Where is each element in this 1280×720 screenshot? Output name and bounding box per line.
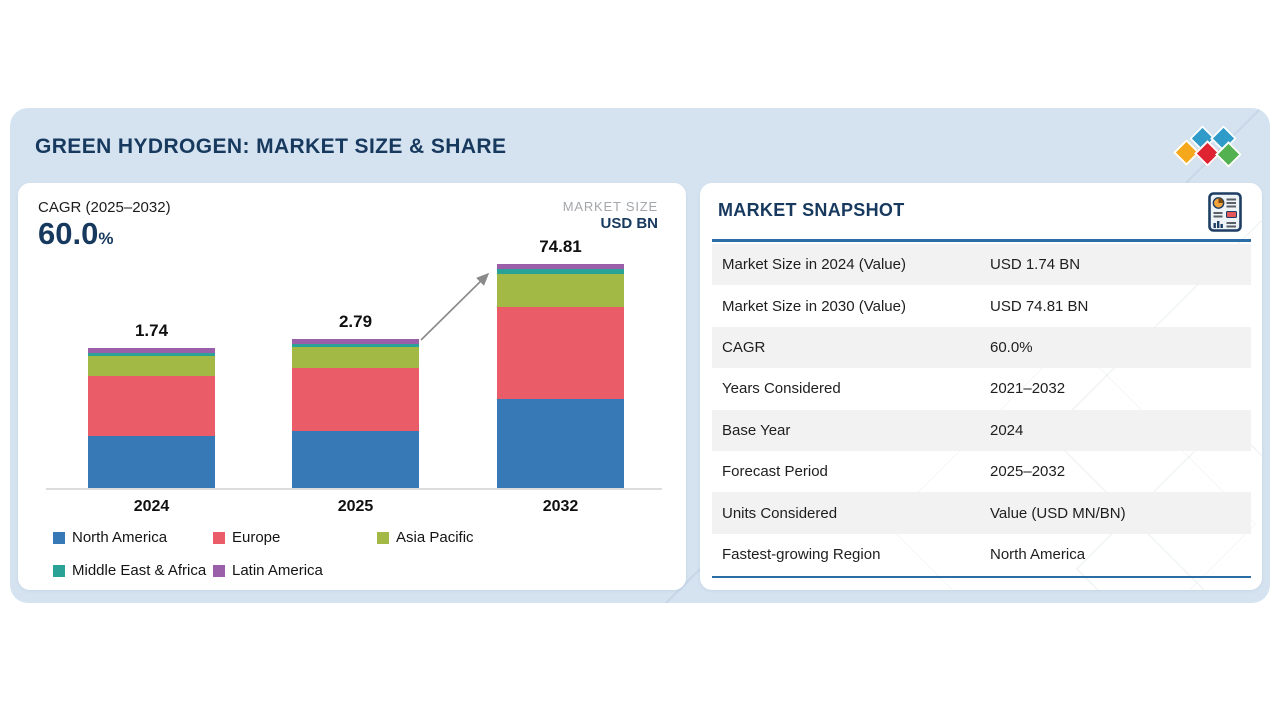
main-card: GREEN HYDROGEN: MARKET SIZE & SHARE CAGR… bbox=[10, 108, 1270, 603]
bar-total-label: 2.79 bbox=[338, 312, 373, 331]
bar-segment-latin-america bbox=[497, 264, 624, 270]
cagr-percent-sign: % bbox=[98, 229, 114, 248]
cagr-value: 60.0% bbox=[38, 216, 113, 252]
x-axis-tick-label: 2032 bbox=[542, 498, 579, 515]
bar-segment-latin-america bbox=[88, 348, 215, 353]
legend-swatch-icon bbox=[213, 531, 225, 544]
snapshot-row-label: Years Considered bbox=[722, 380, 841, 398]
stacked-bar-2024 bbox=[88, 348, 215, 488]
snapshot-table: Market Size in 2024 (Value) USD 1.74 BN Ma… bbox=[712, 244, 1251, 575]
bar-segment-north-america bbox=[497, 399, 624, 488]
snapshot-row-label: Fastest-growing Region bbox=[722, 545, 881, 563]
legend-label: North America bbox=[72, 529, 168, 546]
market-size-note: MARKET SIZE USD BN bbox=[563, 199, 658, 232]
x-axis-line bbox=[46, 488, 662, 490]
snapshot-row: Market Size in 2030 (Value) USD 74.81 BN bbox=[712, 285, 1251, 326]
snapshot-row: Units Considered Value (USD MN/BN) bbox=[712, 492, 1251, 534]
snapshot-row-value: 2024 bbox=[990, 421, 1024, 439]
legend-label: Europe bbox=[232, 529, 281, 546]
x-axis-tick-label: 2024 bbox=[133, 498, 170, 515]
bar-segment-north-america bbox=[88, 435, 215, 488]
page-title: GREEN HYDROGEN: MARKET SIZE & SHARE bbox=[35, 135, 507, 158]
bar-segment-north-america bbox=[292, 431, 419, 488]
legend-swatch-icon bbox=[53, 531, 65, 544]
brand-logo-icon bbox=[1172, 124, 1254, 178]
market-size-label: MARKET SIZE bbox=[562, 199, 658, 214]
bar-segment-europe bbox=[88, 375, 215, 436]
snapshot-row-label: Market Size in 2024 (Value) bbox=[722, 256, 906, 274]
cagr-label: CAGR (2025–2032) bbox=[38, 199, 171, 216]
bar-segment-middle-east-africa bbox=[88, 353, 215, 356]
snapshot-row: Years Considered 2021–2032 bbox=[712, 368, 1251, 409]
snapshot-row-label: Market Size in 2030 (Value) bbox=[722, 297, 906, 315]
bar-total-label: 74.81 bbox=[539, 237, 582, 256]
market-size-unit: USD BN bbox=[600, 215, 658, 232]
bar-segment-middle-east-africa bbox=[292, 344, 419, 348]
stacked-bar-chart: 1.74 2024 2.79 2025 74.81 2032 bbox=[18, 183, 686, 590]
bar-segment-latin-america bbox=[292, 339, 419, 345]
bar-segment-asia-pacific bbox=[88, 355, 215, 376]
snapshot-row: Fastest-growing Region North America bbox=[712, 534, 1251, 575]
bar-segment-europe bbox=[497, 306, 624, 400]
snapshot-bottom-rule bbox=[712, 576, 1251, 578]
chart-panel: CAGR (2025–2032) 60.0% MARKET SIZE USD B… bbox=[18, 183, 686, 590]
bar-segment-asia-pacific bbox=[497, 274, 624, 307]
x-axis-tick-label: 2025 bbox=[337, 498, 374, 515]
stacked-bar-2025 bbox=[292, 339, 419, 488]
snapshot-row-value: North America bbox=[990, 545, 1086, 563]
snapshot-row-label: Units Considered bbox=[722, 504, 838, 522]
legend-item-north-america: North America bbox=[53, 529, 213, 546]
legend-swatch-icon bbox=[377, 531, 389, 544]
snapshot-row-value: 2021–2032 bbox=[990, 380, 1066, 398]
bar-segment-middle-east-africa bbox=[497, 269, 624, 275]
legend-item-latin-america: Latin America bbox=[213, 562, 377, 579]
legend-label: Asia Pacific bbox=[396, 529, 474, 546]
snapshot-row: Market Size in 2024 (Value) USD 1.74 BN bbox=[712, 244, 1251, 286]
legend-item-europe: Europe bbox=[213, 529, 377, 546]
legend-swatch-icon bbox=[53, 564, 65, 577]
bar-segment-asia-pacific bbox=[292, 347, 419, 369]
snapshot-panel: MARKET SNAPSHOT Market Size in 2024 (Val… bbox=[700, 183, 1262, 590]
snapshot-title: MARKET SNAPSHOT bbox=[718, 200, 905, 220]
snapshot-header-rule bbox=[712, 239, 1251, 242]
snapshot-row-label: Base Year bbox=[722, 421, 791, 439]
legend-label: Latin America bbox=[232, 562, 323, 579]
legend-item-asia-pacific: Asia Pacific bbox=[377, 529, 474, 546]
chart-legend: North America Europe Asia Pacific Middle Ea… bbox=[53, 529, 474, 579]
stacked-bar-2032 bbox=[497, 264, 624, 488]
snapshot-row-value: USD 74.81 BN bbox=[990, 297, 1089, 315]
snapshot-row-value: Value (USD MN/BN) bbox=[990, 504, 1126, 522]
legend-swatch-icon bbox=[213, 564, 225, 577]
report-icon bbox=[1208, 192, 1242, 232]
snapshot-row-label: CAGR bbox=[722, 338, 766, 356]
bar-total-label: 1.74 bbox=[134, 321, 169, 340]
bar-segment-europe bbox=[292, 368, 419, 432]
snapshot-row-value: USD 1.74 BN bbox=[990, 256, 1081, 274]
snapshot-row: Forecast Period 2025–2032 bbox=[712, 451, 1251, 492]
snapshot-row: CAGR 60.0% bbox=[712, 326, 1251, 369]
snapshot-row: Base Year 2024 bbox=[712, 409, 1251, 451]
legend-label: Middle East & Africa bbox=[72, 562, 207, 579]
snapshot-row-value: 2025–2032 bbox=[990, 463, 1066, 481]
legend-item-middle-east-africa: Middle East & Africa bbox=[53, 562, 213, 579]
cagr-number: 60.0 bbox=[38, 216, 99, 251]
snapshot-row-value: 60.0% bbox=[990, 338, 1033, 356]
snapshot-row-label: Forecast Period bbox=[722, 463, 828, 481]
